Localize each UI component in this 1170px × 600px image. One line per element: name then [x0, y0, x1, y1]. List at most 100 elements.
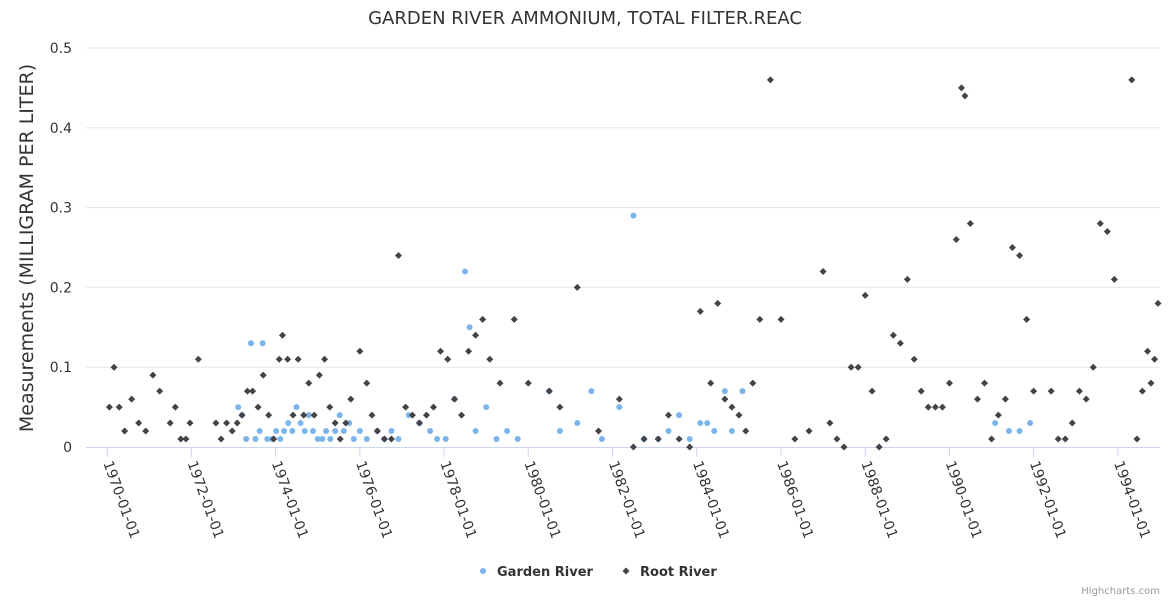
x-tick-label: 1990-01-01 [942, 459, 985, 541]
data-point [259, 371, 267, 379]
data-point [217, 435, 225, 443]
data-point [326, 403, 334, 411]
data-point [1068, 419, 1076, 427]
data-point [395, 436, 402, 443]
data-point [305, 379, 313, 387]
data-point [323, 428, 330, 435]
data-point [273, 428, 280, 435]
data-point [223, 419, 231, 427]
data-point [483, 404, 490, 411]
data-point [588, 388, 595, 395]
x-tick-label: 1982-01-01 [605, 459, 648, 541]
data-point [615, 395, 623, 403]
data-point [402, 403, 410, 411]
data-point [704, 420, 711, 427]
data-point [573, 283, 581, 291]
data-point [665, 428, 672, 435]
data-point [121, 427, 129, 435]
data-point [696, 307, 704, 315]
data-point [917, 387, 925, 395]
data-point [1075, 387, 1083, 395]
data-point [265, 411, 273, 419]
x-tick-label: 1980-01-01 [521, 459, 564, 541]
data-point [510, 315, 518, 323]
data-point [342, 419, 350, 427]
data-point [664, 411, 672, 419]
data-point [826, 419, 834, 427]
data-point [1001, 395, 1009, 403]
data-point [465, 347, 473, 355]
data-point [427, 428, 434, 435]
data-point [1082, 395, 1090, 403]
legend-marker [622, 567, 630, 575]
data-point [574, 420, 581, 427]
y-tick-label: 0.4 [50, 121, 72, 137]
data-point [707, 379, 715, 387]
data-point [458, 411, 466, 419]
data-point [556, 403, 564, 411]
data-point [1103, 228, 1111, 236]
data-point [408, 411, 416, 419]
data-point [735, 411, 743, 419]
data-point [252, 436, 259, 443]
data-point [1144, 347, 1152, 355]
data-point [957, 84, 965, 92]
x-tick-label: 1988-01-01 [857, 459, 900, 541]
data-point [332, 428, 339, 435]
data-point [142, 427, 150, 435]
data-point [149, 371, 157, 379]
data-point [422, 411, 430, 419]
data-point [444, 355, 452, 363]
data-point [961, 92, 969, 100]
legend-label: Garden River [497, 565, 594, 580]
data-point [105, 403, 113, 411]
legend-label: Root River [640, 565, 717, 580]
data-point [466, 324, 473, 331]
data-point [514, 436, 521, 443]
data-point [1133, 435, 1141, 443]
data-point [756, 315, 764, 323]
data-point [278, 331, 286, 339]
data-point [994, 411, 1002, 419]
data-point [156, 387, 164, 395]
data-point [952, 236, 960, 244]
data-point [966, 220, 974, 228]
data-point [247, 340, 254, 347]
data-point [766, 76, 774, 84]
data-point [373, 427, 381, 435]
data-point [309, 428, 316, 435]
data-point [289, 428, 296, 435]
data-point [777, 315, 785, 323]
data-point [711, 428, 718, 435]
data-point [128, 395, 136, 403]
data-point [340, 428, 347, 435]
credits-link[interactable]: Highcharts.com [1081, 586, 1160, 597]
data-point [805, 427, 813, 435]
data-point [1151, 355, 1159, 363]
data-point [277, 436, 284, 443]
data-point [238, 411, 246, 419]
x-tick-label: 1972-01-01 [184, 459, 227, 541]
data-point [305, 412, 312, 419]
data-point [1047, 387, 1055, 395]
y-tick-label: 0.2 [50, 280, 72, 296]
data-point [1054, 435, 1062, 443]
legend-item[interactable]: Garden River [480, 565, 594, 580]
data-point [924, 403, 932, 411]
data-point [363, 436, 370, 443]
data-point [1147, 379, 1155, 387]
data-point [594, 427, 602, 435]
data-point [728, 428, 735, 435]
x-tick-label: 1978-01-01 [436, 459, 479, 541]
legend-item[interactable]: Root River [622, 565, 718, 580]
data-point [289, 411, 297, 419]
data-point [1023, 315, 1031, 323]
data-point [1005, 428, 1012, 435]
data-point [212, 419, 220, 427]
data-point [686, 436, 693, 443]
x-tick-label: 1986-01-01 [773, 459, 816, 541]
data-point [270, 435, 278, 443]
data-point [1154, 299, 1162, 307]
data-point [115, 403, 123, 411]
